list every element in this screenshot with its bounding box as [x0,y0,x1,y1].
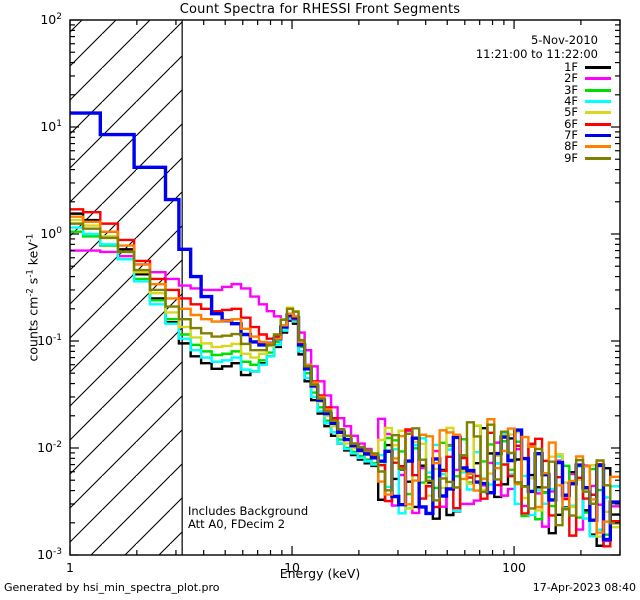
observation-time-range: 11:21:00 to 11:22:00 [475,47,598,61]
legend-color-swatch [585,77,611,81]
legend-label: 3F [564,82,578,97]
y-axis-exp-3: -1 [25,233,36,243]
observation-date: 5-Nov-2010 [530,33,598,47]
legend-color-swatch [585,111,611,115]
y-tick-label: 10-1 [37,333,62,348]
legend-label: 8F [564,139,578,154]
data-series-group [70,111,620,548]
page-title: Count Spectra for RHESSI Front Segments [179,2,461,17]
hatched-region-fill [70,20,183,555]
y-tick-label: 10-3 [37,547,62,562]
plot-border [69,19,621,556]
annotation-attenuator-state: Att A0, FDecim 2 [188,517,286,531]
legend-item-7f: 7F [556,127,611,142]
axis-ticks [69,19,621,556]
legend-item-6f: 6F [556,118,611,129]
x-axis-label: Energy (keV) [279,566,361,581]
y-tick-label: 100 [40,226,62,241]
y-axis-label: counts cm-2 s-1 keV-1 [25,233,41,362]
series-line-9f [70,222,620,527]
x-tick-label: 10 [284,560,300,575]
legend-color-swatch [585,122,611,126]
footer-timestamp: 17-Apr-2023 08:40 [532,581,636,594]
legend-label: 6F [564,116,578,131]
series-line-5f [70,218,620,538]
legend-color-swatch [585,66,611,70]
annotation-includes-background: Includes Background [188,504,309,518]
y-tick-label: 10-2 [37,440,62,455]
x-tick-label: 1 [66,560,74,575]
legend-label: 2F [564,71,578,86]
legend-label: 9F [564,150,578,165]
footer-generator: Generated by hsi_min_spectra_plot.pro [4,581,220,594]
legend-item-2f: 2F [556,73,611,84]
legend-label: 1F [564,60,578,75]
legend-color-swatch [585,100,611,104]
y-tick-label: 102 [40,12,62,27]
legend-item-3f: 3F [556,82,611,97]
x-tick-label: 100 [502,560,526,575]
legend-label: 4F [564,94,578,109]
legend-color-swatch [585,156,611,160]
legend-item-9f: 9F [556,152,611,163]
legend-item-4f: 4F [556,94,611,109]
legend-color-swatch [585,133,611,137]
legend-label: 5F [564,105,578,120]
y-tick-label: 101 [40,119,62,134]
legend-item-5f: 5F [556,107,611,118]
legend-color-swatch [585,145,611,149]
y-axis-exp-2: -1 [25,269,36,278]
y-axis-exp-1: -2 [25,288,36,297]
axis-frame [69,19,621,556]
legend-color-swatch [585,88,611,92]
legend-item-8f: 8F [556,139,611,154]
legend-label: 7F [564,127,578,142]
legend: 1F 2F 3F 4F 5F 6F 7F 8F 9F [556,60,611,164]
hatched-region [70,20,183,555]
legend-item-1f: 1F [556,60,611,75]
